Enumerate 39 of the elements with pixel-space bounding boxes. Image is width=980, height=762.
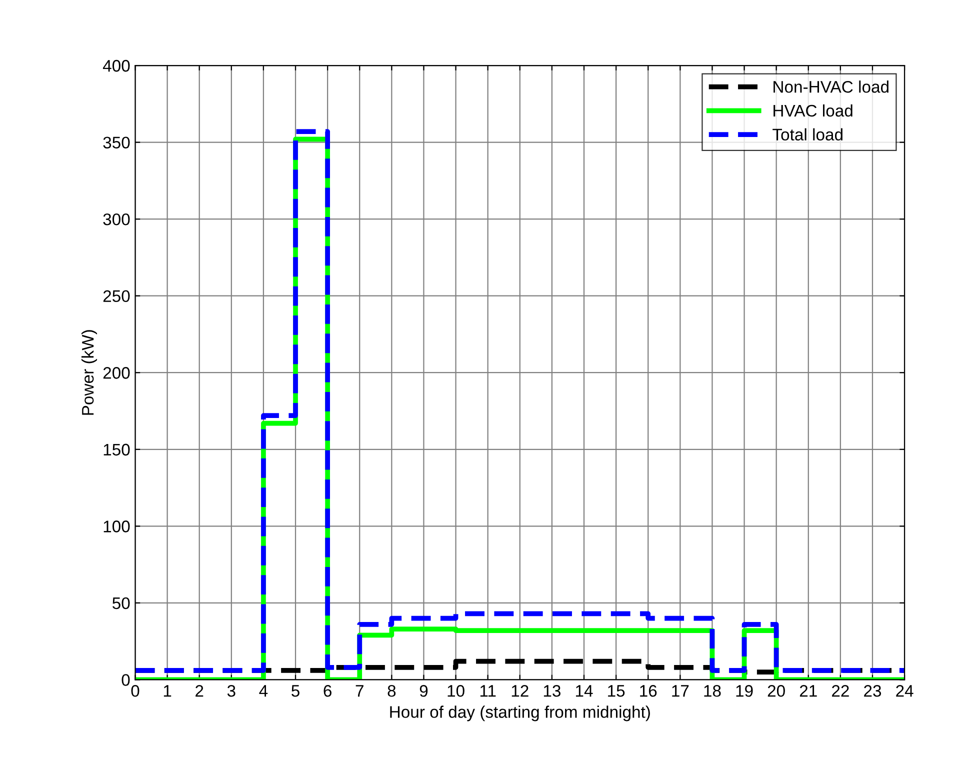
y-tick-label: 0 (122, 674, 130, 686)
x-tick-label: 4 (259, 685, 268, 697)
x-tick-label: 10 (448, 685, 464, 697)
y-tick-label: 100 (104, 520, 130, 532)
x-tick-label: 11 (480, 685, 496, 697)
x-tick-label: 0 (131, 685, 140, 697)
y-tick-label: 350 (103, 136, 130, 149)
legend-label: HVAC load (774, 104, 852, 117)
x-tick-label: 6 (324, 685, 332, 697)
x-tick-label: 8 (388, 685, 396, 697)
x-tick-label: 18 (704, 685, 721, 697)
y-tick-label: 250 (103, 290, 130, 302)
y-axis-title: Power (kW) (81, 330, 98, 415)
y-tick-label: 150 (104, 444, 130, 456)
x-tick-label: 9 (420, 685, 428, 697)
x-axis-title: Hour of day (starting from midnight) (390, 706, 650, 722)
y-tick-label: 400 (102, 60, 130, 72)
x-tick-label: 24 (896, 685, 914, 697)
y-tick-label: 50 (112, 597, 130, 610)
x-tick-label: 22 (832, 685, 849, 697)
y-tick-label: 300 (103, 213, 130, 226)
x-tick-label: 16 (640, 685, 657, 697)
x-tick-label: 13 (544, 685, 560, 697)
x-tick-label: 14 (576, 685, 593, 697)
x-tick-label: 21 (800, 685, 817, 697)
x-tick-label: 7 (356, 685, 364, 697)
x-tick-label: 19 (736, 685, 753, 697)
legend-label: Non-HVAC load (774, 80, 888, 93)
legend-label: Total load (772, 128, 842, 141)
x-tick-label: 15 (608, 685, 625, 697)
x-tick-label: 1 (164, 685, 172, 697)
x-tick-label: 12 (512, 685, 528, 697)
x-tick-label: 2 (196, 685, 204, 697)
x-tick-label: 20 (768, 685, 785, 697)
x-tick-label: 5 (292, 685, 300, 697)
x-tick-label: 23 (864, 685, 882, 697)
x-tick-label: 3 (227, 685, 236, 697)
y-tick-label: 200 (103, 367, 130, 379)
x-tick-label: 17 (672, 685, 689, 697)
